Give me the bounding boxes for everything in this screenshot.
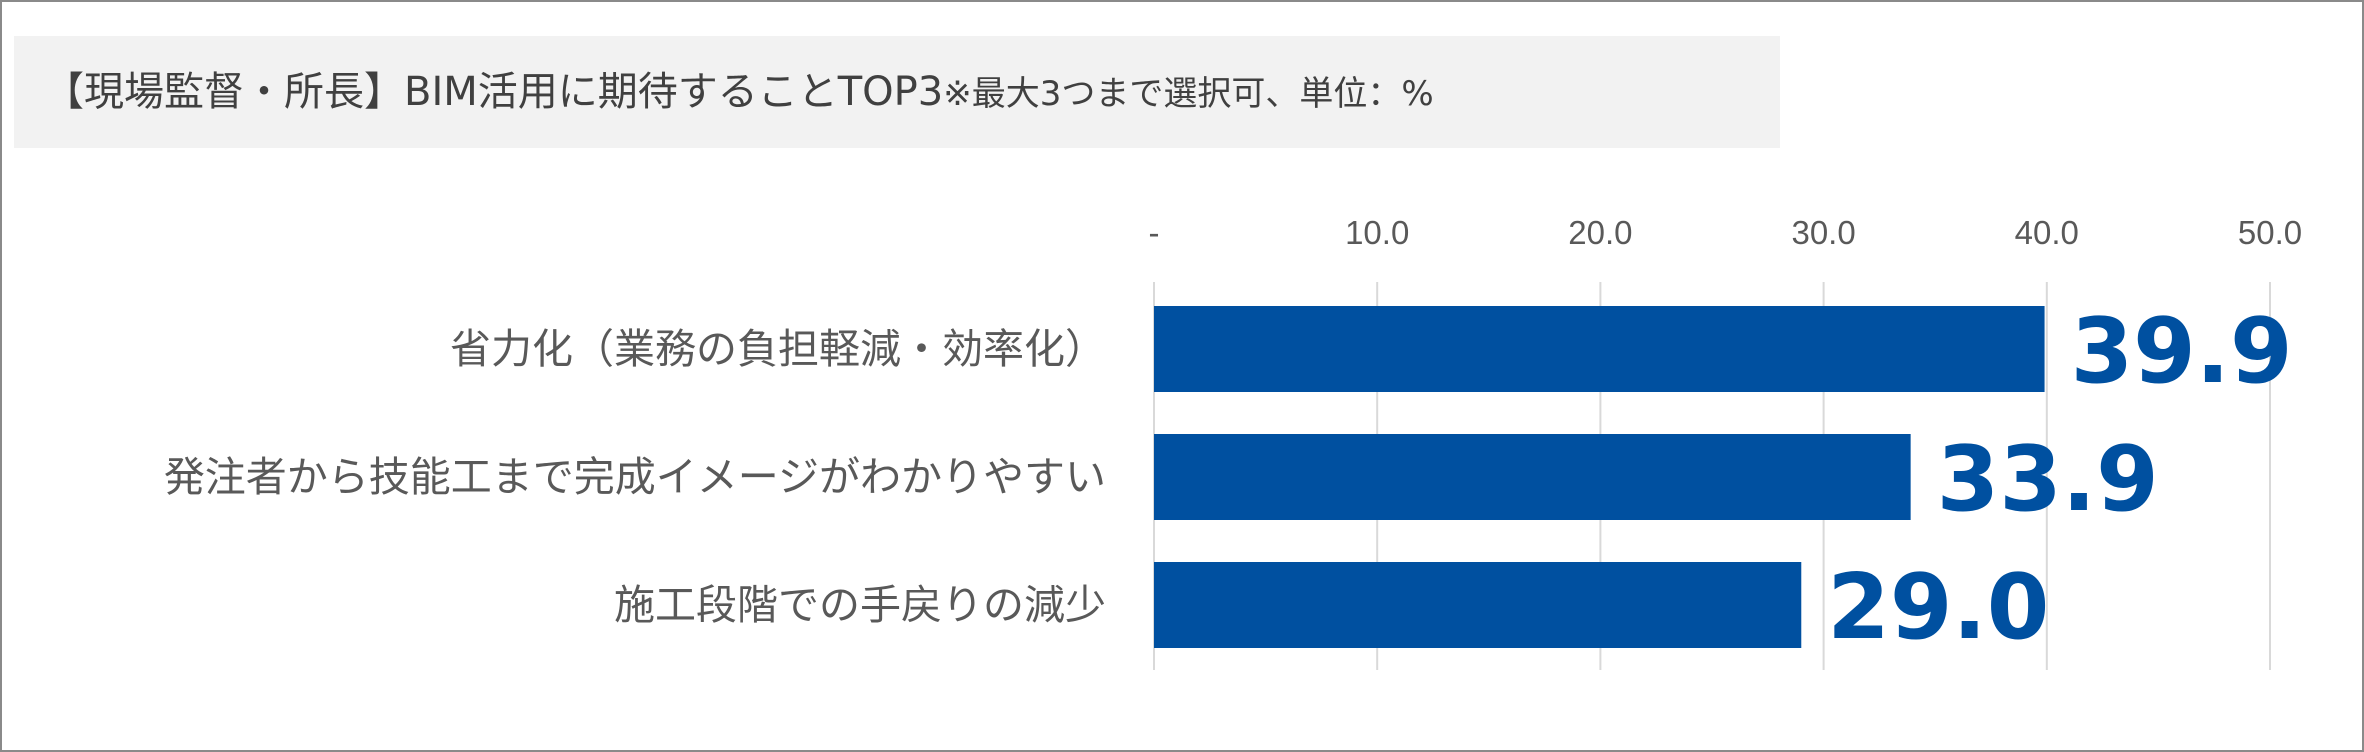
category-labels: 省力化（業務の負担軽減・効率化） 発注者から技能工まで完成イメージがわかりやすい施… [164, 325, 1106, 629]
bar [1154, 434, 1911, 520]
chart-title: 【現場監督・所長】BIM活用に期待することTOP3※最大3つまで選択可、単位：% [44, 36, 1434, 148]
bar [1154, 306, 2045, 392]
x-tick-label: 10.0 [1345, 214, 1409, 251]
axis-tick-labels: - 10.0 20.0 30.0 40.0 50.0 [1149, 214, 2303, 251]
bar [1154, 562, 1802, 648]
category-label: 省力化（業務の負担軽減・効率化） [450, 325, 1106, 373]
bars [1154, 306, 2045, 648]
x-tick-label: 40.0 [2015, 214, 2079, 251]
value-label: 33.9 [1937, 427, 2159, 532]
title-box: 【現場監督・所長】BIM活用に期待することTOP3※最大3つまで選択可、単位：% [14, 36, 1780, 148]
title-note: ※最大3つまで選択可、単位：% [943, 74, 1434, 114]
x-tick-label: - [1149, 214, 1160, 251]
value-label: 39.9 [2071, 299, 2293, 404]
value-labels: 39.9 33.9 29.0 [1827, 299, 2292, 660]
category-label: 施工段階での手戻りの減少 [614, 581, 1106, 629]
x-tick-label: 50.0 [2238, 214, 2302, 251]
category-label: 発注者から技能工まで完成イメージがわかりやすい [164, 453, 1106, 501]
value-label: 29.0 [1827, 555, 2049, 660]
title-main: 【現場監督・所長】BIM活用に期待することTOP3 [44, 69, 944, 115]
x-tick-label: 20.0 [1568, 214, 1632, 251]
x-tick-label: 30.0 [1791, 214, 1855, 251]
